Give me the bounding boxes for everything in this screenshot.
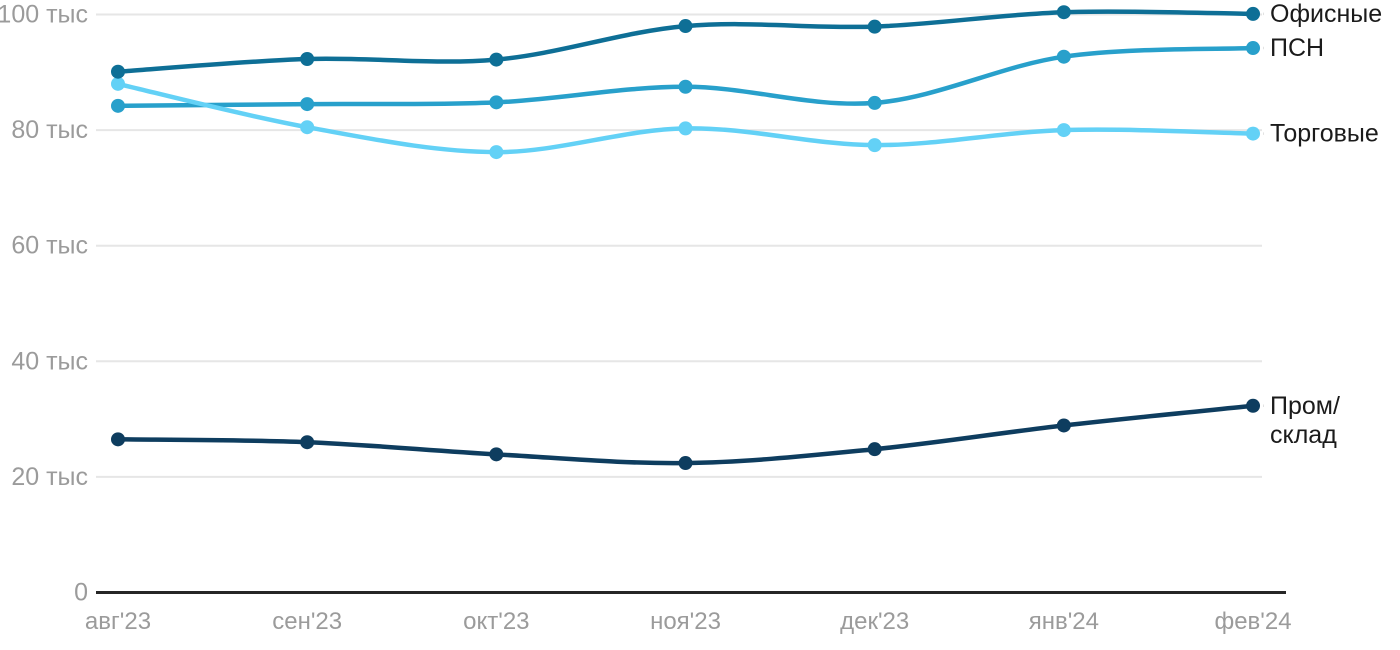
data-point-torgovye-4 bbox=[867, 138, 882, 153]
data-point-prom-sklad-1 bbox=[300, 435, 315, 450]
series-line-torgovye bbox=[115, 81, 1256, 155]
data-point-ofisnye-6 bbox=[1246, 6, 1261, 21]
y-tick-label-60: 60 тыс bbox=[11, 232, 88, 260]
data-point-prom-sklad-6 bbox=[1246, 398, 1261, 413]
series-label-torgovye: Торговые bbox=[1270, 120, 1379, 148]
data-point-psn-2 bbox=[489, 95, 504, 110]
x-tick-label-1: сен'23 bbox=[272, 608, 342, 635]
data-point-prom-sklad-0 bbox=[111, 432, 125, 447]
data-point-ofisnye-0 bbox=[111, 64, 125, 79]
y-tick-label-80: 80 тыс bbox=[11, 116, 88, 144]
series-label-psn: ПСН bbox=[1270, 34, 1324, 62]
series-label-line: склад bbox=[1270, 421, 1337, 449]
data-point-ofisnye-2 bbox=[489, 52, 504, 67]
data-point-psn-3 bbox=[678, 79, 693, 94]
data-point-psn-1 bbox=[300, 97, 315, 112]
data-point-psn-6 bbox=[1246, 41, 1261, 56]
x-tick-label-6: фев'24 bbox=[1214, 608, 1291, 635]
x-tick-label-3: ноя'23 bbox=[650, 608, 721, 635]
y-tick-label-100: 100 тыс bbox=[0, 1, 88, 29]
series-label-line: ПСН bbox=[1270, 34, 1324, 62]
data-point-prom-sklad-2 bbox=[489, 447, 504, 462]
data-point-prom-sklad-3 bbox=[678, 456, 693, 471]
data-point-torgovye-6 bbox=[1246, 126, 1261, 141]
series-label-prom-sklad: Пром/склад bbox=[1270, 392, 1340, 449]
data-point-torgovye-2 bbox=[489, 145, 504, 160]
series-label-line: Офисные bbox=[1270, 0, 1382, 28]
data-point-ofisnye-1 bbox=[300, 52, 315, 67]
tick-labels-group: 0 20 тыс 40 тыс 60 тыс 80 тыс 100 тыс авг'23 се… bbox=[0, 1, 1292, 636]
series-line-prom-sklad bbox=[115, 403, 1256, 466]
x-tick-label-0: авг'23 bbox=[85, 608, 151, 635]
data-point-psn-5 bbox=[1056, 49, 1071, 64]
series-end-labels-group: Пром/склад ПСН Торговые Офисные bbox=[1270, 0, 1382, 449]
data-point-torgovye-5 bbox=[1056, 123, 1071, 138]
series-label-line: Пром/ bbox=[1270, 392, 1340, 420]
data-point-torgovye-1 bbox=[300, 120, 315, 135]
data-point-ofisnye-4 bbox=[867, 19, 882, 34]
data-point-torgovye-0 bbox=[111, 76, 125, 91]
data-point-psn-0 bbox=[111, 98, 125, 113]
data-point-prom-sklad-4 bbox=[867, 442, 882, 457]
series-line-psn bbox=[115, 45, 1256, 109]
data-point-prom-sklad-5 bbox=[1056, 418, 1071, 433]
series-psn bbox=[111, 41, 1264, 113]
data-point-ofisnye-3 bbox=[678, 19, 693, 34]
x-tick-label-2: окт'23 bbox=[463, 608, 529, 635]
series-label-ofisnye: Офисные bbox=[1270, 0, 1382, 28]
x-tick-label-5: янв'24 bbox=[1029, 608, 1099, 635]
y-tick-label-20: 20 тыс bbox=[11, 463, 88, 491]
data-point-psn-4 bbox=[867, 95, 882, 110]
series-prom-sklad bbox=[111, 398, 1264, 471]
series-ofisnye bbox=[111, 5, 1264, 79]
y-tick-label-0: 0 bbox=[74, 579, 88, 607]
data-point-ofisnye-5 bbox=[1056, 5, 1071, 20]
data-point-torgovye-3 bbox=[678, 121, 693, 136]
series-torgovye bbox=[111, 76, 1264, 160]
x-tick-label-4: дек'23 bbox=[840, 608, 909, 635]
gridlines-group bbox=[96, 13, 1262, 478]
series-label-line: Торговые bbox=[1270, 120, 1379, 148]
series-group bbox=[111, 5, 1264, 471]
y-tick-label-40: 40 тыс bbox=[11, 347, 88, 375]
